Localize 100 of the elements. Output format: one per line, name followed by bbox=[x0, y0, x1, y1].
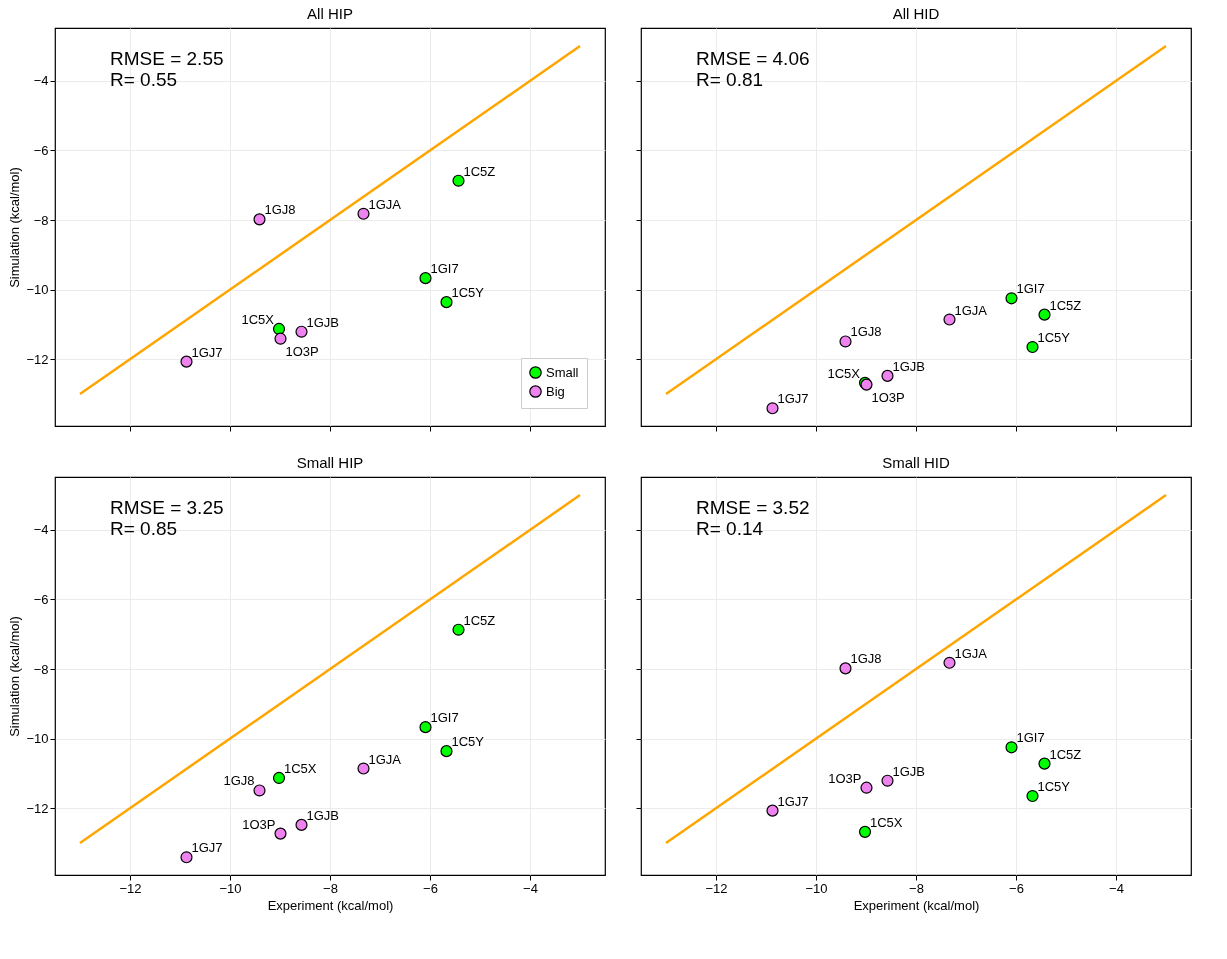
annotation: 1C5Y bbox=[1037, 330, 1071, 346]
annotation: 1GJ7 bbox=[777, 793, 809, 809]
annotation: 1C5X bbox=[827, 365, 861, 381]
x-axis-title: Experiment (kcal/mol) bbox=[853, 897, 980, 913]
annotation: 1GI7 bbox=[430, 261, 459, 277]
annotation: 1C5Y bbox=[451, 734, 485, 750]
annotation: 1C5X bbox=[241, 311, 275, 327]
point bbox=[357, 207, 370, 220]
annotation: 1C5Z bbox=[463, 163, 496, 179]
point bbox=[839, 662, 852, 675]
annotation: 1GI7 bbox=[430, 710, 459, 726]
annotation: 1GJ7 bbox=[191, 344, 223, 360]
point bbox=[858, 825, 872, 838]
y-tick-label: −6 bbox=[33, 591, 49, 607]
annotation: 1O3P bbox=[828, 770, 862, 786]
x-tick-label: −12 bbox=[705, 880, 728, 896]
point bbox=[881, 774, 894, 787]
point bbox=[295, 325, 308, 338]
annotation: 1GJ7 bbox=[777, 391, 809, 407]
point bbox=[766, 402, 779, 415]
annotation: RMSE = 3.52 R= 0.14 bbox=[696, 497, 810, 539]
annotation: 1GI7 bbox=[1016, 730, 1045, 746]
point bbox=[839, 335, 852, 348]
x-tick-label: −8 bbox=[323, 880, 338, 896]
annotation: 1GJ7 bbox=[191, 840, 223, 856]
point bbox=[272, 322, 286, 335]
y-tick-label: −10 bbox=[26, 731, 49, 747]
y-tick-label: −8 bbox=[33, 661, 49, 677]
point bbox=[357, 762, 370, 775]
x-tick-label: −10 bbox=[219, 880, 242, 896]
chart-title: All HIP bbox=[307, 5, 353, 22]
point bbox=[452, 623, 465, 636]
annotation: 1C5Z bbox=[1049, 297, 1082, 313]
annotation: 1O3P bbox=[871, 389, 905, 405]
annotation: 1C5Z bbox=[1049, 746, 1082, 762]
y-tick-label: −12 bbox=[26, 800, 49, 816]
point bbox=[253, 784, 266, 797]
annotation: 1GJB bbox=[892, 763, 926, 779]
x-tick-label: −4 bbox=[1109, 880, 1124, 896]
annotation: 1GJ8 bbox=[850, 324, 882, 340]
y-axis-title: Simulation (kcal/mol) bbox=[7, 167, 23, 288]
y-tick-label: −6 bbox=[33, 142, 49, 158]
point bbox=[1026, 340, 1039, 354]
annotation: 1GJB bbox=[306, 314, 340, 330]
annotation: 1C5X bbox=[284, 760, 317, 776]
point bbox=[943, 656, 956, 669]
annotation: 1GJA bbox=[954, 302, 988, 318]
annotation: 1GI7 bbox=[1016, 281, 1045, 297]
point bbox=[440, 296, 453, 309]
annotation: RMSE = 2.55 R= 0.55 bbox=[110, 48, 224, 90]
point bbox=[943, 313, 956, 326]
annotation: RMSE = 4.06 R= 0.81 bbox=[696, 48, 810, 90]
point bbox=[1005, 292, 1018, 305]
chart-title: Small HID bbox=[882, 454, 950, 471]
point bbox=[1038, 308, 1051, 321]
point bbox=[1038, 757, 1051, 770]
annotation: 1GJA bbox=[368, 751, 402, 767]
x-tick-label: −4 bbox=[523, 880, 538, 896]
annotation: 1GJB bbox=[306, 807, 340, 823]
point bbox=[881, 369, 894, 382]
point bbox=[272, 771, 286, 784]
annotation: 1GJ8 bbox=[264, 202, 296, 218]
point bbox=[253, 213, 266, 226]
x-tick-label: −6 bbox=[1009, 880, 1024, 896]
x-axis-title: Experiment (kcal/mol) bbox=[267, 897, 394, 913]
chart-title: Small HIP bbox=[296, 454, 364, 471]
annotation: 1O3P bbox=[242, 816, 276, 832]
x-tick-label: −12 bbox=[119, 880, 142, 896]
annotation: 1GJA bbox=[368, 196, 402, 212]
point bbox=[295, 818, 308, 831]
annotation: 1GJ8 bbox=[223, 773, 255, 789]
y-tick-label: −12 bbox=[26, 351, 49, 367]
point bbox=[860, 781, 873, 794]
legend-label: Small bbox=[546, 364, 579, 380]
point bbox=[766, 804, 779, 817]
point bbox=[274, 827, 287, 840]
annotation: 1C5Z bbox=[463, 612, 496, 628]
annotation: RMSE = 3.25 R= 0.85 bbox=[110, 497, 224, 539]
point bbox=[1005, 741, 1018, 754]
y-tick-label: −10 bbox=[26, 282, 49, 298]
annotation: 1GJB bbox=[892, 358, 926, 374]
y-tick-label: −8 bbox=[33, 212, 49, 228]
annotation: 1C5X bbox=[870, 814, 903, 830]
y-axis-title: Simulation (kcal/mol) bbox=[7, 616, 23, 737]
point bbox=[440, 745, 453, 758]
annotation: 1C5Y bbox=[1037, 779, 1071, 795]
point bbox=[180, 851, 193, 864]
annotation: 1O3P bbox=[285, 343, 319, 359]
x-tick-label: −6 bbox=[423, 880, 438, 896]
legend-label: Big bbox=[546, 383, 565, 399]
point bbox=[419, 721, 432, 734]
y-tick-label: −4 bbox=[33, 73, 49, 89]
point bbox=[274, 332, 287, 345]
point bbox=[180, 355, 193, 368]
annotation: 1C5Y bbox=[451, 285, 485, 301]
point bbox=[1026, 789, 1039, 803]
annotation: 1GJA bbox=[954, 645, 988, 661]
x-tick-label: −10 bbox=[805, 880, 828, 896]
x-tick-label: −8 bbox=[909, 880, 924, 896]
point bbox=[452, 174, 465, 187]
